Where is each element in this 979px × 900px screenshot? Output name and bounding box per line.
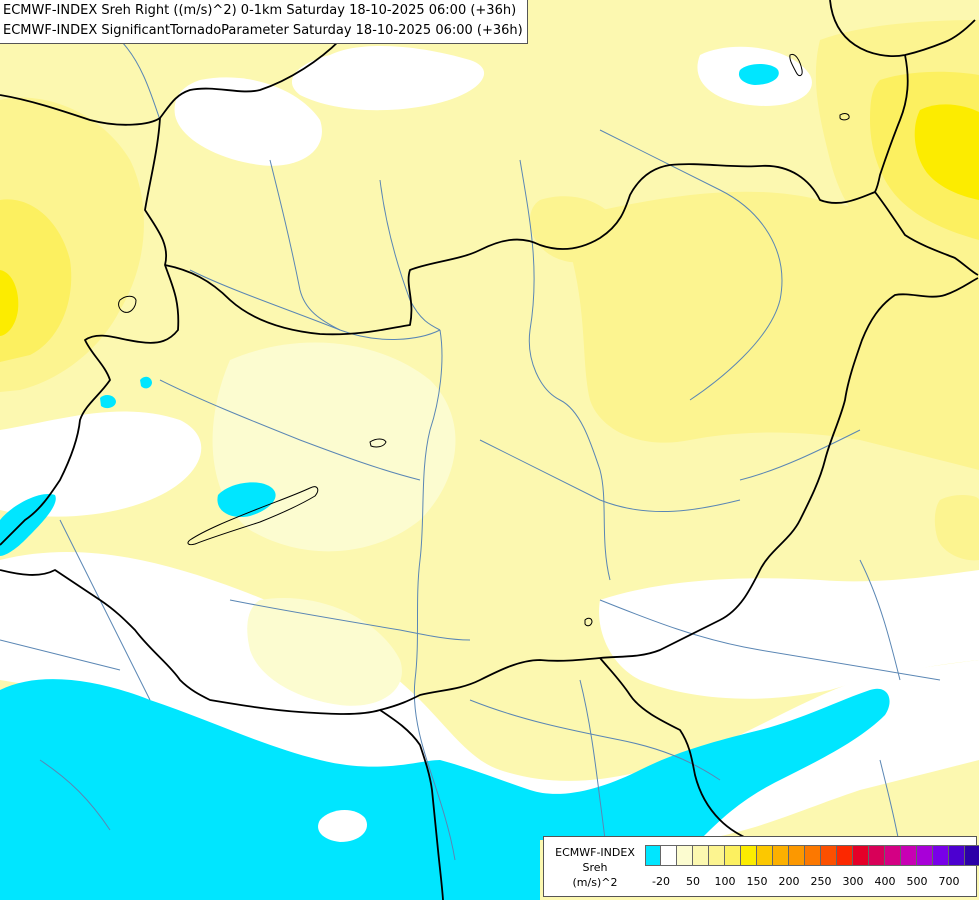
- map-title-line-2: ECMWF-INDEX SignificantTornadoParameter …: [3, 23, 523, 38]
- map-title-box: ECMWF-INDEX Sreh Right ((m/s)^2) 0-1km S…: [0, 0, 528, 44]
- field-yellow-west-strong: [0, 270, 19, 336]
- legend-tick-label: 300: [842, 875, 864, 888]
- legend-swatch: [805, 845, 821, 866]
- field-white-area-north2: [174, 77, 322, 166]
- legend-tick-label: 500: [906, 875, 928, 888]
- legend-swatch: [933, 845, 949, 866]
- legend-tick-label: 100: [714, 875, 736, 888]
- legend-label-model: ECMWF-INDEX: [555, 846, 635, 859]
- legend-swatch: [837, 845, 853, 866]
- legend-tick-label: 200: [778, 875, 800, 888]
- legend-swatch: [645, 845, 661, 866]
- field-white-area-north: [291, 45, 485, 111]
- legend-swatch: [693, 845, 709, 866]
- field-pale-lobe-south: [247, 598, 402, 706]
- map-title-line-1: ECMWF-INDEX Sreh Right ((m/s)^2) 0-1km S…: [3, 3, 517, 18]
- legend-label-unit: (m/s)^2: [572, 876, 618, 889]
- legend-swatch: [885, 845, 901, 866]
- legend-label-variable: Sreh: [582, 861, 608, 874]
- legend-swatch: [773, 845, 789, 866]
- legend-tick-label: 250: [810, 875, 832, 888]
- legend-swatch: [725, 845, 741, 866]
- legend-tick-label: 400: [874, 875, 896, 888]
- field-white-hole-south: [318, 809, 368, 842]
- legend-swatch: [709, 845, 725, 866]
- field-white-area-west: [0, 411, 202, 517]
- legend-tick-label: 700: [938, 875, 960, 888]
- legend-tick-label: -20: [652, 875, 670, 888]
- legend-swatch: [821, 845, 837, 866]
- rivers: [0, 39, 941, 891]
- field-yellow-northeast-strong: [914, 104, 979, 200]
- field-cyan-west-edge: [0, 494, 56, 556]
- legend-swatch: [789, 845, 805, 866]
- legend-swatch: [741, 845, 757, 866]
- field-cyan-west-spot: [100, 395, 116, 409]
- legend-swatch: [965, 845, 979, 866]
- field-yellow-east: [560, 191, 979, 470]
- field-yellow-west-core: [0, 199, 72, 362]
- legend-tick-label: 50: [686, 875, 700, 888]
- legend-swatch: [757, 845, 773, 866]
- field-cyan-northeast: [738, 64, 779, 85]
- legend-tick-label: 150: [746, 875, 768, 888]
- field-cyan-west-spot2: [140, 376, 152, 389]
- legend-swatch: [901, 845, 917, 866]
- field-pale-lobe-center: [212, 342, 456, 552]
- field-yellow-east-edge: [934, 495, 979, 561]
- legend-swatch: [949, 845, 965, 866]
- legend-tick-labels: -20 50 100 150 200 250 300 400 500 700: [645, 875, 975, 889]
- legend-swatch: [661, 845, 677, 866]
- field-yellow-north-center: [530, 196, 621, 263]
- field-cyan-south: [0, 679, 890, 900]
- color-legend: ECMWF-INDEX Sreh (m/s)^2 -20 50 100 150 200 2…: [543, 836, 979, 897]
- legend-swatch: [869, 845, 885, 866]
- lakes: [118, 53, 850, 627]
- legend-swatch: [853, 845, 869, 866]
- legend-color-bar: [645, 845, 979, 866]
- field-cyan-balaton: [217, 482, 276, 518]
- legend-label: ECMWF-INDEX Sreh (m/s)^2: [548, 845, 642, 890]
- legend-swatch: [677, 845, 693, 866]
- field-white-area-southeast: [599, 570, 979, 699]
- legend-swatch: [917, 845, 933, 866]
